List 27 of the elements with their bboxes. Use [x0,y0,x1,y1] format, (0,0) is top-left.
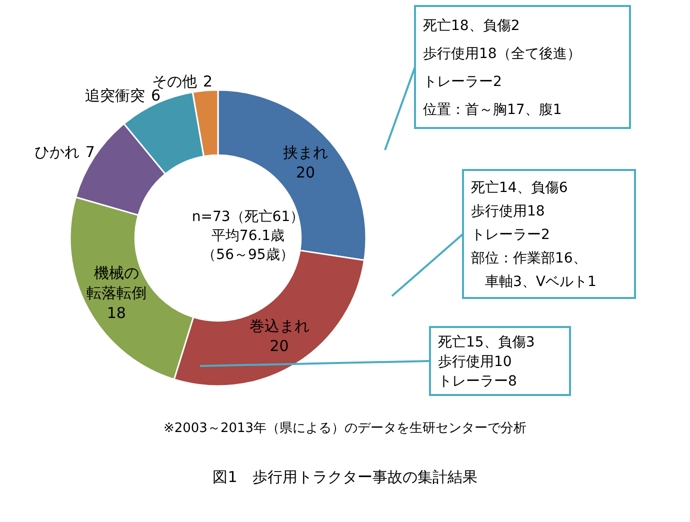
text: トレーラー8 [438,373,517,390]
text: 位置：首～胸17、腹1 [423,102,562,118]
slice-label: ひかれ [34,142,80,161]
text: トレーラー2 [423,74,502,90]
text: 図1 歩行用トラクター事故の集計結果 [212,468,478,486]
text: （56～95歳） [202,247,294,263]
text: 死亡15、負傷3 [438,334,535,351]
data-label: 20 [270,336,289,355]
text: 歩行使用10 [438,354,512,370]
slice-label: 機械の転落転倒 [86,264,146,302]
text: トレーラー2 [471,227,550,243]
text: n=73（死亡61） [192,209,304,225]
data-label: 2 [202,72,213,91]
text: 平均76.1歳 [211,228,285,244]
data-label: 18 [106,304,126,322]
slice-label: 巻込まれ [249,316,310,335]
text: 歩行使用18 [471,203,545,220]
slice-label: 挟まれ [283,144,328,162]
slice-label: 追突衝突 [85,86,146,104]
text: 歩行使用18（全て後進） [423,46,581,62]
text: 車軸3、Vベルト1 [471,274,596,290]
text: ※2003～2013年（県による）のデータを生研センターで分析 [163,421,527,436]
text: 死亡18、負傷2 [423,18,520,34]
text: 部位：作業部16、 [471,250,587,267]
data-label: 7 [85,142,95,161]
text: 死亡14、負傷6 [471,180,568,196]
data-label: 20 [296,164,316,182]
